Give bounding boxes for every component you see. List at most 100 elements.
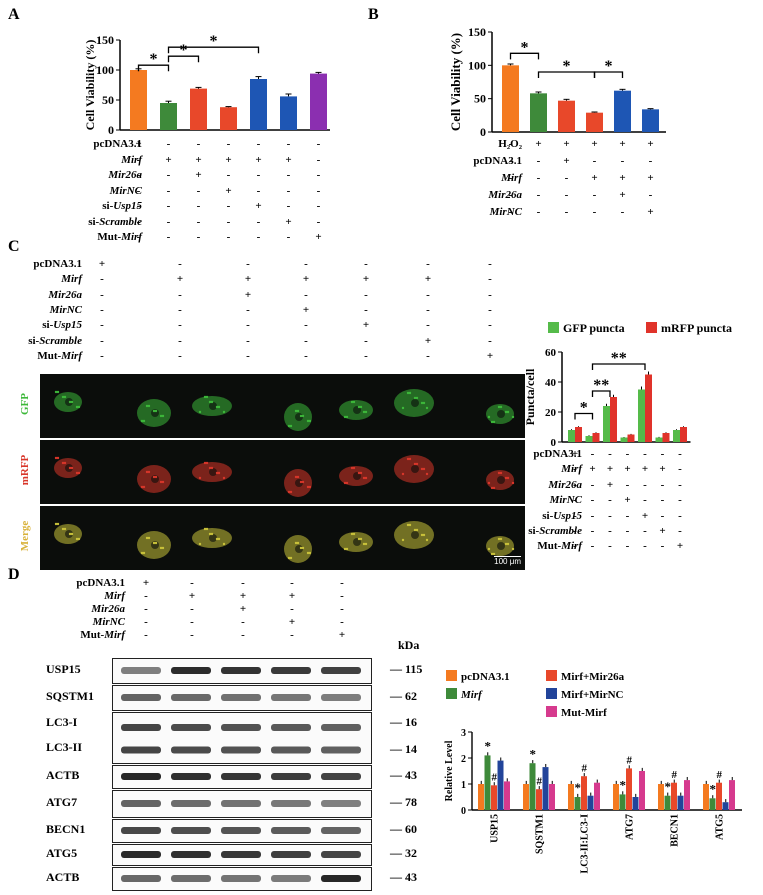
condition-sign: -: [136, 184, 141, 197]
condition-label: pcDNA3.1: [76, 577, 125, 589]
condition-sign: -: [590, 525, 595, 537]
condition-sign: +: [591, 138, 598, 150]
condition-sign: -: [256, 184, 261, 197]
condition-sign: +: [486, 349, 494, 362]
condition-sign: +: [302, 273, 310, 286]
blot-kda-label: — 16: [390, 715, 417, 729]
blot-band: [112, 712, 372, 764]
legend-label: mRFP puncta: [661, 321, 732, 335]
condition-row: MirNC - - - + - - -: [20, 304, 500, 319]
condition-sign: -: [316, 200, 321, 212]
bar: [664, 795, 671, 810]
fluorescence-image: [40, 440, 111, 504]
condition-sign: -: [190, 629, 194, 641]
condition-sign: -: [660, 540, 665, 553]
condition-sign: -: [678, 525, 682, 537]
condition-sign: -: [241, 616, 245, 628]
condition-row: Mir26a - - + - - - -: [520, 479, 760, 494]
condition-sign: -: [290, 603, 294, 615]
condition-label: si-Usp15: [102, 200, 142, 212]
condition-sign: +: [624, 463, 631, 476]
condition-sign: -: [564, 189, 569, 201]
condition-sign: -: [564, 206, 569, 218]
condition-sign: -: [536, 155, 541, 167]
condition-sign: -: [190, 577, 194, 589]
condition-sign: -: [608, 540, 612, 553]
image-row-label: Merge: [19, 520, 31, 552]
y-tick-label: 20: [545, 407, 557, 419]
condition-sign: -: [286, 138, 291, 150]
condition-sign: -: [286, 231, 291, 243]
condition-sign: -: [364, 349, 368, 362]
condition-sign: -: [426, 349, 430, 362]
condition-sign: -: [178, 303, 182, 316]
condition-sign: -: [144, 629, 148, 641]
condition-sign: -: [316, 184, 321, 197]
condition-sign: -: [536, 172, 541, 184]
blot-protein-label: LC3-I: [46, 715, 78, 729]
bar: [671, 782, 677, 810]
condition-sign: -: [290, 629, 294, 641]
condition-row: Mir26a - - + - - - -: [60, 169, 330, 184]
condition-sign: +: [362, 319, 370, 332]
condition-sign: -: [678, 463, 682, 476]
condition-sign: +: [647, 206, 654, 218]
bar: [620, 437, 628, 442]
significance-star: *: [530, 746, 537, 761]
condition-sign: +: [619, 189, 626, 201]
condition-sign: -: [608, 509, 612, 522]
condition-sign: +: [285, 153, 292, 166]
significance-hash: #: [492, 771, 498, 783]
condition-sign: +: [195, 169, 202, 181]
condition-sign: +: [98, 258, 106, 270]
fluorescence-image: [178, 374, 249, 438]
x-tick-label: ATG5: [714, 814, 725, 840]
condition-row: si-Scramble - - - - - + -: [520, 525, 760, 540]
condition-sign: -: [625, 540, 630, 553]
blot-band: [112, 819, 372, 843]
condition-sign: +: [176, 273, 184, 286]
legend-swatch: [548, 322, 559, 333]
condition-sign: +: [659, 463, 666, 476]
y-axis-label: Relative Level: [444, 740, 455, 801]
condition-sign: +: [424, 334, 432, 347]
legend-swatch: [546, 688, 557, 699]
condition-sign: -: [246, 349, 250, 362]
y-tick-label: 3: [461, 728, 466, 739]
condition-sign: -: [488, 319, 492, 332]
condition-sign: -: [100, 273, 104, 286]
bar: [549, 784, 555, 810]
condition-sign: -: [241, 577, 245, 589]
condition-label: Mirf: [561, 463, 582, 476]
condition-sign: -: [196, 231, 201, 243]
condition-sign: -: [196, 138, 201, 150]
significance-star: *: [150, 51, 158, 68]
condition-sign: +: [225, 153, 232, 166]
blot-protein-label: LC3-II: [46, 740, 83, 754]
condition-sign: +: [244, 288, 252, 301]
condition-label: MirNC: [49, 303, 82, 316]
blot-band: [112, 790, 372, 818]
condition-sign: -: [426, 303, 430, 316]
legend-swatch: [546, 670, 557, 681]
condition-label: Mirf: [104, 590, 125, 602]
bar: [497, 760, 504, 810]
significance-star: *: [575, 780, 582, 795]
bar: [658, 784, 664, 810]
bar: [610, 397, 617, 442]
condition-label: si-Usp15: [42, 319, 82, 332]
bar: [220, 107, 237, 130]
bar: [491, 785, 497, 810]
blot-kda-label: — 14: [390, 742, 417, 756]
bar: [594, 782, 600, 810]
condition-sign: -: [100, 319, 104, 332]
condition-label: Mir26a: [488, 189, 522, 201]
condition-sign: -: [660, 509, 665, 522]
bar: [684, 780, 690, 810]
condition-sign: +: [302, 303, 310, 316]
condition-sign: -: [246, 258, 250, 270]
condition-sign: +: [535, 138, 542, 150]
bar: [638, 389, 645, 442]
condition-sign: +: [659, 525, 666, 537]
condition-sign: +: [135, 138, 142, 150]
